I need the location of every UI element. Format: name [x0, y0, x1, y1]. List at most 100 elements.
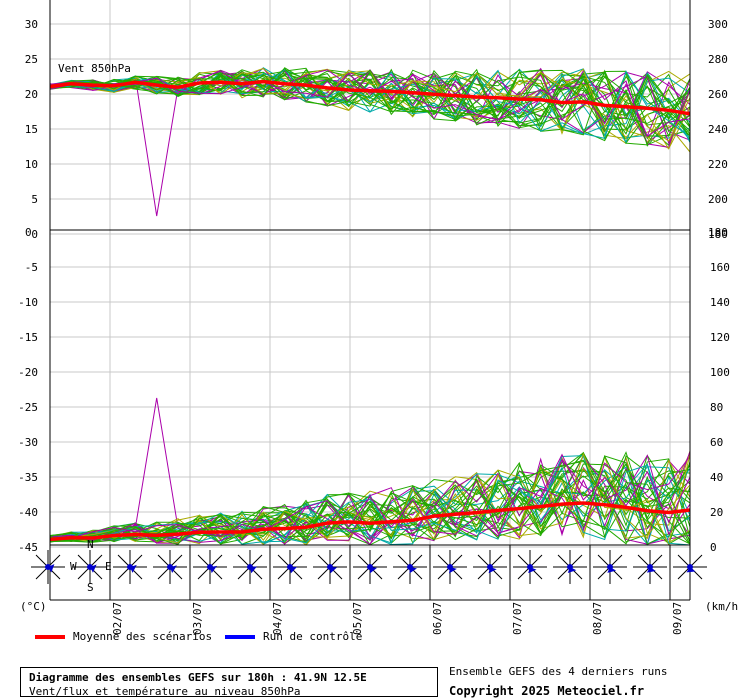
wind-rose-icon — [193, 550, 227, 584]
wind-rose-center — [687, 564, 693, 570]
ensemble-member-bottom — [49, 455, 691, 543]
top-left-tick: 0 — [31, 228, 38, 241]
chart-title: Diagramme des ensembles GEFS sur 180h : … — [29, 671, 367, 684]
ensemble-member-bottom — [49, 461, 691, 545]
wind-rose-icon — [73, 550, 107, 584]
bottom-right-tick: 0 — [710, 541, 717, 554]
wind-rose-icon — [633, 550, 667, 584]
bottom-right-tick: 140 — [710, 296, 730, 309]
wind-rose-icon — [313, 550, 347, 584]
ensemble-member-bottom — [49, 455, 691, 545]
legend-control-swatch — [225, 635, 255, 639]
legend-control: Run de contrôle — [225, 630, 362, 643]
date-label: 06/07 — [431, 602, 444, 635]
legend-mean: Moyenne des scénarios — [35, 630, 212, 643]
ensemble-member-bottom — [49, 450, 691, 546]
ensemble-member-bottom — [49, 482, 691, 545]
date-label: 02/07 — [111, 602, 124, 635]
ensemble-member-bottom — [49, 459, 691, 545]
wind-rose-center — [327, 564, 333, 570]
bottom-left-tick: -40 — [18, 506, 38, 519]
copyright: Copyright 2025 Meteociel.fr — [449, 684, 645, 698]
date-label: 07/07 — [511, 602, 524, 635]
bottom-right-tick: 160 — [710, 261, 730, 274]
top-left-tick: 20 — [25, 88, 38, 101]
wind-rose-center — [487, 564, 493, 570]
bottom-right-tick: 100 — [710, 366, 730, 379]
wind-rose-center — [407, 564, 413, 570]
wind-rose-center — [367, 564, 373, 570]
boundary-left-tick: 0 — [25, 226, 32, 239]
wind-rose-center — [87, 564, 93, 570]
ensemble-members — [49, 67, 691, 547]
wind-rose-icon — [553, 550, 587, 584]
ensemble-member-top — [49, 67, 691, 146]
mean-line-top — [49, 79, 691, 116]
wind-rose-center — [527, 564, 533, 570]
wind-rose-icon — [473, 550, 507, 584]
ensemble-member-top — [49, 72, 691, 137]
ensemble-member-top — [49, 69, 691, 124]
wind-rose-icon — [113, 550, 147, 584]
date-label: 03/07 — [191, 602, 204, 635]
legend-mean-label: Moyenne des scénarios — [73, 630, 213, 643]
bottom-right-tick: 80 — [710, 401, 723, 414]
wind-rose-center — [45, 564, 51, 570]
ensemble-member-bottom — [49, 467, 691, 545]
ensemble-member-top — [49, 67, 691, 136]
date-label: 04/07 — [271, 602, 284, 635]
wind-rose-icon — [393, 550, 427, 584]
wind-rose-icon — [31, 550, 65, 584]
left-unit-label: (°C) — [20, 600, 47, 613]
chart-title-box: Diagramme des ensembles GEFS sur 180h : … — [20, 667, 438, 698]
bottom-right-tick: 120 — [710, 331, 730, 344]
compass-s: S — [87, 581, 94, 594]
runs-note: Ensemble GEFS des 4 derniers runs — [449, 665, 668, 678]
wind-rose-center — [447, 564, 453, 570]
wind-rose-center — [247, 564, 253, 570]
ensemble-member-bottom — [49, 453, 691, 539]
top-right-tick: 260 — [708, 88, 728, 101]
date-label: 05/07 — [351, 602, 364, 635]
wind-rose-icon — [273, 550, 307, 584]
mean-lines — [49, 79, 691, 542]
wind-rose-center — [647, 564, 653, 570]
compass-e: E — [105, 560, 112, 573]
wind-rose-center — [167, 564, 173, 570]
wind-rose-icon — [433, 550, 467, 584]
bottom-right-tick: 60 — [710, 436, 723, 449]
wind-rose-icon — [153, 550, 187, 584]
wind-rose-icon — [673, 550, 707, 584]
legend-mean-swatch — [35, 635, 65, 639]
mean-line-bottom — [49, 501, 691, 542]
bottom-right-tick: 40 — [710, 471, 723, 484]
wind-rose-icon — [593, 550, 627, 584]
ensemble-member-top — [49, 71, 691, 131]
top-right-tick: 200 — [708, 193, 728, 206]
boundary-right-tick: 180 — [708, 226, 728, 239]
wind-rose-center — [607, 564, 613, 570]
panel-annotation: Vent 850hPa — [58, 62, 131, 75]
top-left-tick: 15 — [25, 123, 38, 136]
wind-roses: N SE W — [31, 538, 707, 594]
bottom-right-tick: 20 — [710, 506, 723, 519]
wind-rose-wedge — [646, 567, 656, 573]
bottom-left-tick: -15 — [18, 331, 38, 344]
date-label: 08/07 — [591, 602, 604, 635]
top-right-tick: 300 — [708, 18, 728, 31]
ensemble-member-bottom — [49, 463, 691, 546]
top-left-tick: 30 — [25, 18, 38, 31]
compass-w: W — [70, 560, 77, 573]
bottom-left-tick: -25 — [18, 401, 38, 414]
compass-n: N — [87, 538, 94, 551]
ensemble-member-top — [49, 72, 691, 135]
date-label: 09/07 — [671, 602, 684, 635]
bottom-left-tick: -5 — [25, 261, 38, 274]
chart-subtitle: Vent/flux et température au niveau 850hP… — [29, 685, 301, 698]
wind-rose-icon — [513, 550, 547, 584]
top-right-tick: 280 — [708, 53, 728, 66]
right-unit-label: (km/h) — [705, 600, 740, 613]
legend-control-label: Run de contrôle — [263, 630, 363, 643]
